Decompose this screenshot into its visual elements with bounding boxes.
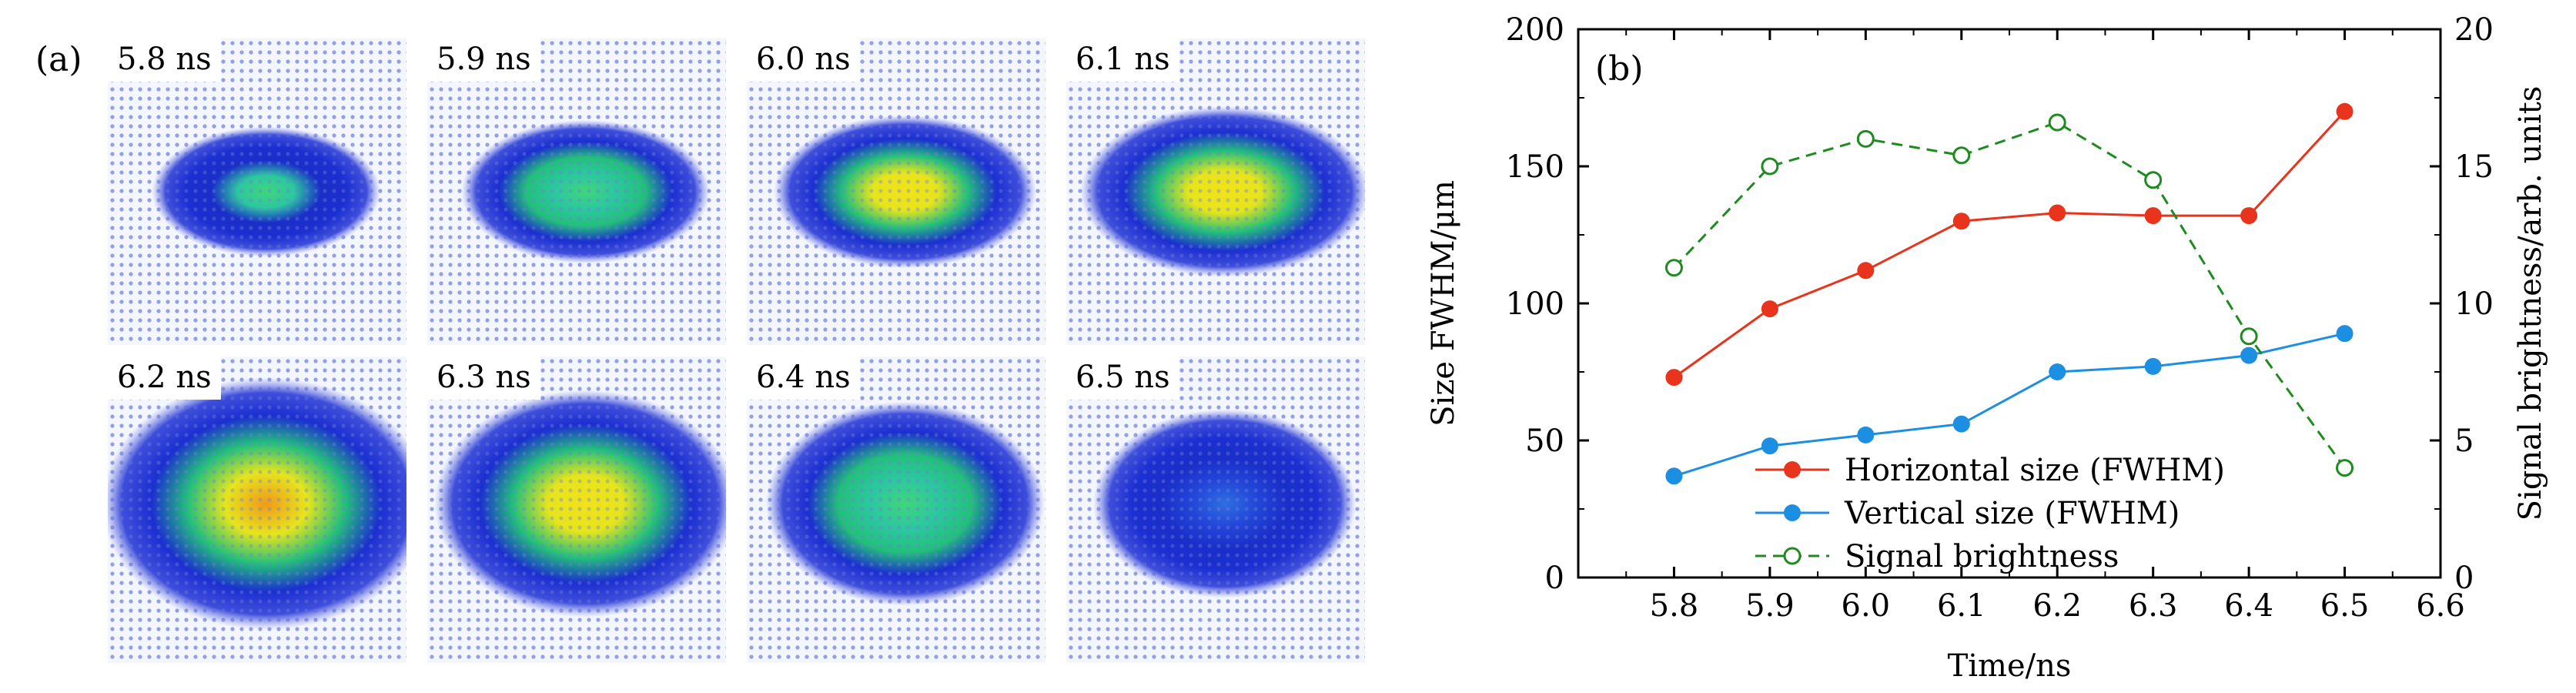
time-label: 6.1 ns: [1066, 38, 1179, 82]
beam-image-6: 6.3 ns: [427, 357, 726, 663]
y2-tick-label: 0: [2454, 561, 2474, 596]
data-point: [1665, 369, 1683, 387]
time-label: 6.2 ns: [108, 357, 221, 400]
y2-tick-label: 20: [2454, 12, 2494, 48]
y2-tick-label: 5: [2454, 424, 2474, 459]
y2-axis-label: Signal brightness/arb. units: [2513, 86, 2548, 521]
x-tick-label: 6.0: [1842, 588, 1891, 624]
beam-profile-graphic: [427, 357, 726, 663]
y2-tick-label: 15: [2454, 149, 2494, 185]
data-point: [1665, 467, 1683, 485]
data-point: [1952, 146, 1971, 165]
time-label: 6.0 ns: [747, 38, 860, 82]
time-label: 5.8 ns: [108, 38, 221, 82]
beam-profile-graphic: [1066, 357, 1365, 663]
beam-profile-graphic: [747, 38, 1045, 345]
time-label: 5.9 ns: [427, 38, 540, 82]
data-point: [1761, 157, 1779, 176]
legend-label-2: Vertical size (FWHM): [1844, 496, 2180, 531]
x-tick-label: 6.5: [2320, 588, 2370, 624]
panel-b-chart: 5.8 5.9 6.0 6.1 6.2 6.3 6.4 6.5 6.6 0 50 100 150 200 0…: [1386, 0, 2576, 690]
time-label: 6.4 ns: [747, 357, 860, 400]
data-point: [2144, 207, 2162, 225]
y2-tick-label: 10: [2454, 286, 2494, 322]
data-point: [2240, 327, 2258, 346]
data-point: [2049, 204, 2066, 222]
y-tick-label: 50: [1525, 424, 1564, 459]
x-tick-label: 6.3: [2129, 588, 2178, 624]
beam-profile-graphic: [108, 357, 406, 663]
panel-b-label: (b): [1595, 49, 1644, 89]
speckle-overlay: [1066, 38, 1365, 345]
legend-label-1: Horizontal size (FWHM): [1845, 453, 2225, 488]
y-tick-label: 200: [1506, 12, 1564, 48]
y-tick-label: 0: [1545, 561, 1564, 596]
beam-image-5: 6.2 ns: [108, 357, 406, 663]
x-tick-label: 6.4: [2224, 588, 2273, 624]
x-axis-label: Time/ns: [1948, 648, 2072, 684]
data-point: [1761, 437, 1778, 455]
data-point: [2336, 102, 2354, 120]
legend-marker-2: [1784, 504, 1801, 521]
time-label: 6.3 ns: [427, 357, 540, 400]
beam-image-1: 5.8 ns: [108, 38, 406, 345]
beam-profile-graphic: [747, 357, 1045, 663]
data-point: [2144, 171, 2163, 189]
time-label: 6.5 ns: [1066, 357, 1179, 400]
data-point: [1857, 426, 1875, 444]
x-tick-label: 6.6: [2416, 588, 2465, 624]
data-point: [2336, 325, 2354, 343]
line-chart: 5.8 5.9 6.0 6.1 6.2 6.3 6.4 6.5 6.60501001502000…: [1426, 12, 2548, 684]
speckle-overlay: [427, 38, 726, 345]
beam-image-7: 6.4 ns: [747, 357, 1045, 663]
data-point: [1857, 262, 1875, 280]
x-tick-label: 6.2: [2032, 588, 2082, 624]
beam-profile-graphic: [108, 38, 406, 345]
data-point: [2240, 207, 2258, 225]
legend-marker-1: [1784, 461, 1801, 478]
beam-image-2: 5.9 ns: [427, 38, 726, 345]
series-line-3: [1673, 121, 2346, 469]
data-point: [2144, 357, 2162, 375]
data-point: [2048, 113, 2066, 132]
beam-profile-graphic: [427, 38, 726, 345]
series-line-1: [1673, 110, 2346, 379]
data-point: [2240, 346, 2258, 364]
legend-marker-3: [1783, 547, 1802, 565]
beam-image-3: 6.0 ns: [747, 38, 1045, 345]
beam-image-4: 6.1 ns: [1066, 38, 1365, 345]
legend-label-3: Signal brightness: [1845, 539, 2119, 574]
x-tick-label: 6.1: [1937, 588, 1986, 624]
data-point: [1952, 213, 1970, 230]
beam-image-8: 6.5 ns: [1066, 357, 1365, 663]
y-tick-label: 150: [1506, 149, 1564, 185]
data-point: [1761, 300, 1778, 318]
x-tick-label: 5.8: [1650, 588, 1699, 624]
speckle-overlay: [747, 357, 1045, 663]
data-point: [1856, 129, 1875, 148]
data-point: [2336, 459, 2354, 477]
data-point: [1952, 415, 1970, 433]
speckle-overlay: [108, 38, 406, 345]
speckle-overlay: [108, 357, 406, 663]
y-axis-label: Size FWHM/μm: [1426, 180, 1461, 427]
series-line-2: [1673, 332, 2345, 477]
panel-a-image-grid: (a) 5.8 ns 5.9 ns 6.0 ns 6.1 ns 6.2 ns 6.3 ns…: [35, 38, 1365, 663]
speckle-overlay: [747, 38, 1045, 345]
data-point: [2049, 363, 2066, 380]
data-point: [1664, 259, 1683, 277]
panel-a-label: (a): [35, 40, 82, 79]
beam-profile-graphic: [1066, 38, 1365, 345]
speckle-overlay: [1066, 357, 1365, 663]
x-tick-label: 5.9: [1745, 588, 1795, 624]
y-tick-label: 100: [1506, 286, 1564, 322]
speckle-overlay: [427, 357, 726, 663]
